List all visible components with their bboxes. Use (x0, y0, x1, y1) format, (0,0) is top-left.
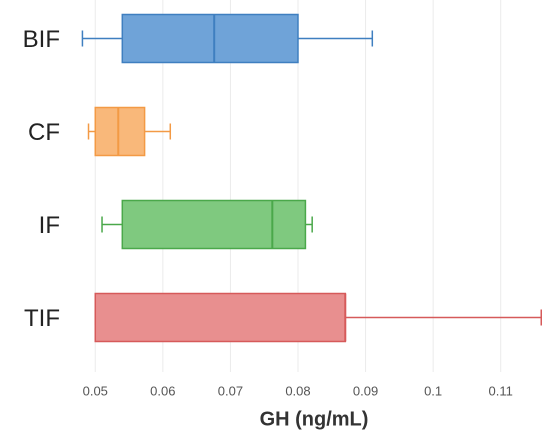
x-tick-label: 0.07 (218, 383, 243, 398)
x-tick-label: 0.05 (83, 383, 108, 398)
box (94, 106, 146, 157)
y-tick-label: IF (39, 212, 60, 239)
x-tick-label: 0.1 (424, 383, 442, 398)
y-tick-label: TIF (24, 305, 60, 332)
box (121, 13, 299, 64)
x-tick-label: 0.06 (150, 383, 175, 398)
box (121, 199, 307, 250)
y-tick-label: BIF (23, 26, 60, 53)
x-axis-title: GH (ng/mL) (260, 408, 369, 430)
x-tick-label: 0.11 (489, 383, 513, 398)
box (94, 292, 347, 343)
y-tick-label: CF (28, 119, 60, 146)
x-tick-label: 0.09 (353, 383, 378, 398)
x-tick-label: 0.08 (285, 383, 310, 398)
